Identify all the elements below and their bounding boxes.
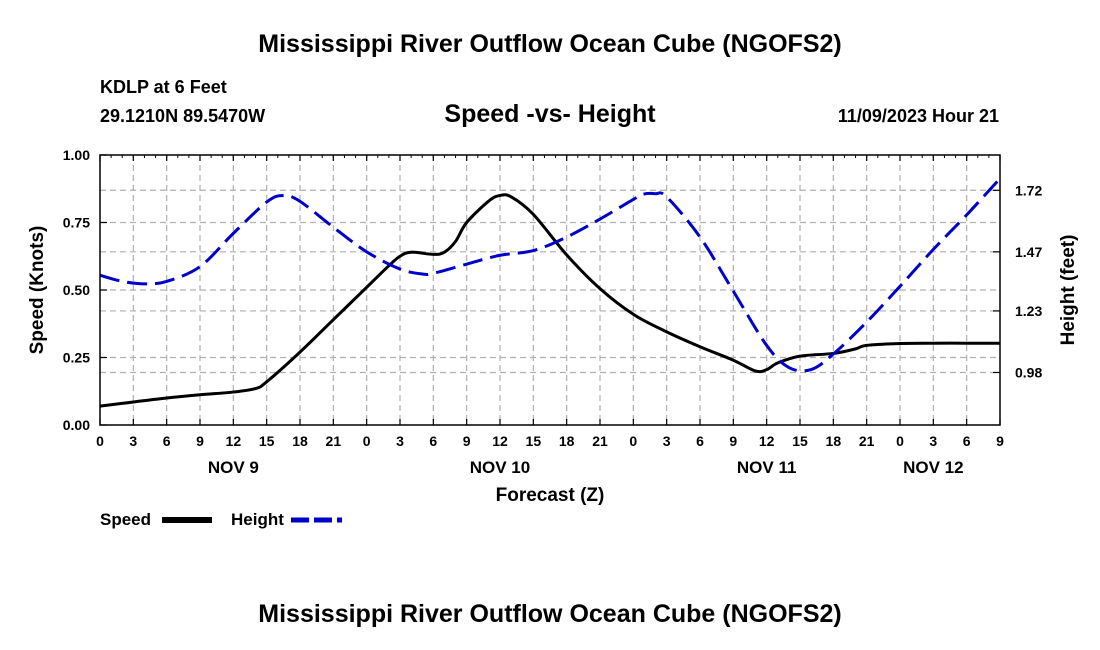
x-tick-label: 21	[326, 433, 342, 449]
x-tick-label: 3	[663, 433, 671, 449]
x-tick-label: 15	[792, 433, 808, 449]
x-tick-label: 9	[463, 433, 471, 449]
x-tick-label: 21	[859, 433, 875, 449]
x-tick-label: 9	[196, 433, 204, 449]
y2-axis-label: Height (feet)	[1058, 235, 1079, 346]
x-tick-label: 9	[996, 433, 1004, 449]
speed-height-chart: 0 3 6 9 12 15 18 21 0 3 6 9 12 15 18 21 0 3 6 9 12 15 18 21 0 3 6 9…	[27, 147, 1079, 529]
grid-layer	[100, 155, 1000, 425]
x-tick-label: 12	[759, 433, 775, 449]
height-series-line	[99, 177, 1002, 373]
x-axis-label: Forecast (Z)	[496, 485, 605, 506]
series-layer	[99, 177, 1002, 408]
chart-main-title: Mississippi River Outflow Ocean Cube (NG…	[258, 30, 842, 58]
x-tick-label: 18	[292, 433, 308, 449]
station-label: KDLP at 6 Feet	[100, 77, 227, 97]
chart-subtitle: Speed -vs- Height	[444, 100, 656, 128]
y-axis-label: Speed (Knots)	[27, 226, 48, 355]
y-tick-label: 1.00	[63, 147, 90, 163]
forecast-timestamp: 11/09/2023 Hour 21	[837, 106, 999, 126]
y-tick-label: 0.25	[63, 350, 90, 366]
x-tick-label: 0	[896, 433, 904, 449]
y-tick-label: 0.50	[63, 282, 90, 298]
x-day-label: NOV 9	[208, 458, 259, 477]
x-tick-label: 6	[696, 433, 704, 449]
x-tick-label: 18	[826, 433, 842, 449]
x-tick-label: 0	[96, 433, 104, 449]
x-tick-label: 15	[526, 433, 542, 449]
x-tick-label: 12	[226, 433, 242, 449]
speed-series-line	[99, 193, 1000, 408]
station-coords: 29.1210N 89.5470W	[100, 106, 266, 126]
x-day-label: NOV 11	[737, 458, 797, 477]
x-tick-label: 12	[492, 433, 508, 449]
x-tick-label: 6	[163, 433, 171, 449]
axis-layer: 0 3 6 9 12 15 18 21 0 3 6 9 12 15 18 21 0 3 6 9 12 15 18 21 0 3 6 9…	[63, 147, 1043, 477]
x-tick-label: 6	[429, 433, 437, 449]
y-tick-label: 0.00	[63, 417, 90, 433]
y2-tick-label: 1.72	[1015, 182, 1042, 198]
y2-tick-label: 1.47	[1015, 244, 1042, 260]
x-tick-label: 18	[559, 433, 575, 449]
legend: Speed Height	[100, 510, 342, 529]
x-day-label: NOV 10	[470, 458, 530, 477]
x-tick-label: 9	[729, 433, 737, 449]
x-tick-label: 3	[129, 433, 137, 449]
x-tick-label: 0	[363, 433, 371, 449]
x-tick-label: 0	[629, 433, 637, 449]
legend-speed-label: Speed	[100, 510, 151, 529]
x-tick-label: 3	[929, 433, 937, 449]
x-day-label: NOV 12	[903, 458, 963, 477]
y2-tick-label: 0.98	[1015, 364, 1042, 380]
y2-tick-label: 1.23	[1015, 303, 1042, 319]
x-tick-label: 3	[396, 433, 404, 449]
x-tick-label: 15	[259, 433, 275, 449]
x-tick-label: 6	[963, 433, 971, 449]
footer-title: Mississippi River Outflow Ocean Cube (NG…	[258, 600, 842, 628]
legend-height-label: Height	[231, 510, 284, 529]
y-tick-label: 0.75	[63, 215, 90, 231]
x-tick-label: 21	[592, 433, 608, 449]
